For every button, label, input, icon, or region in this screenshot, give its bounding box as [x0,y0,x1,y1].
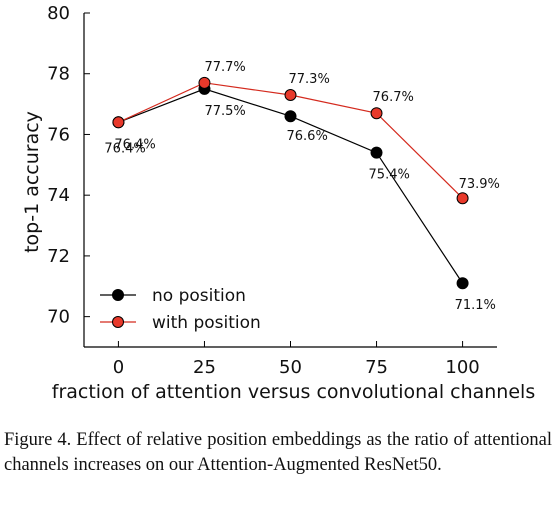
x-axis-title: fraction of attention versus convolution… [52,381,535,403]
y-tick-label: 76 [47,124,70,145]
data-label: 77.5% [204,104,245,119]
x-tick-label: 100 [445,357,479,378]
legend: no position with position [100,286,261,333]
x-tick-label: 0 [113,357,124,378]
data-label: 75.4% [369,168,410,183]
x-tick-label: 75 [365,357,388,378]
y-tick-label: 70 [47,307,70,328]
series-layer [112,76,469,290]
y-tick-label: 72 [47,246,70,267]
legend-label: with position [152,313,261,333]
x-tick-label: 25 [193,357,216,378]
legend-marker [112,289,124,301]
data-label: 73.9% [459,177,500,192]
data-point [370,107,383,120]
data-point [370,146,383,159]
data-label: 77.3% [289,72,330,87]
data-point [284,88,297,101]
data-label: 76.4% [104,141,145,156]
legend-marker [112,316,124,328]
data-point [456,192,469,205]
line-chart: 70 72 74 76 78 80 0 25 50 75 100 76.4% 77.5% 76.6% 75… [21,3,535,403]
data-label: 71.1% [455,298,496,313]
y-tick-label: 78 [47,64,70,85]
data-point [112,116,125,129]
data-label: 77.7% [204,60,245,75]
figure-caption: Figure 4. Effect of relative position em… [4,430,552,475]
axes: 70 72 74 76 78 80 0 25 50 75 100 [47,3,497,378]
y-axis-title: top-1 accuracy [21,111,43,253]
y-tick-label: 74 [47,185,70,206]
x-tick-label: 50 [279,357,302,378]
data-label: 76.4% [114,137,155,152]
data-point [284,110,297,123]
data-labels: 76.4% 77.5% 76.6% 75.4% 71.1% 76.4% 77.7% 77.3%… [104,60,499,313]
data-label: 76.6% [287,129,328,144]
data-point [456,277,469,290]
data-point [198,76,211,89]
legend-label: no position [152,286,246,306]
data-label: 76.7% [373,90,414,105]
y-tick-label: 80 [47,3,70,24]
